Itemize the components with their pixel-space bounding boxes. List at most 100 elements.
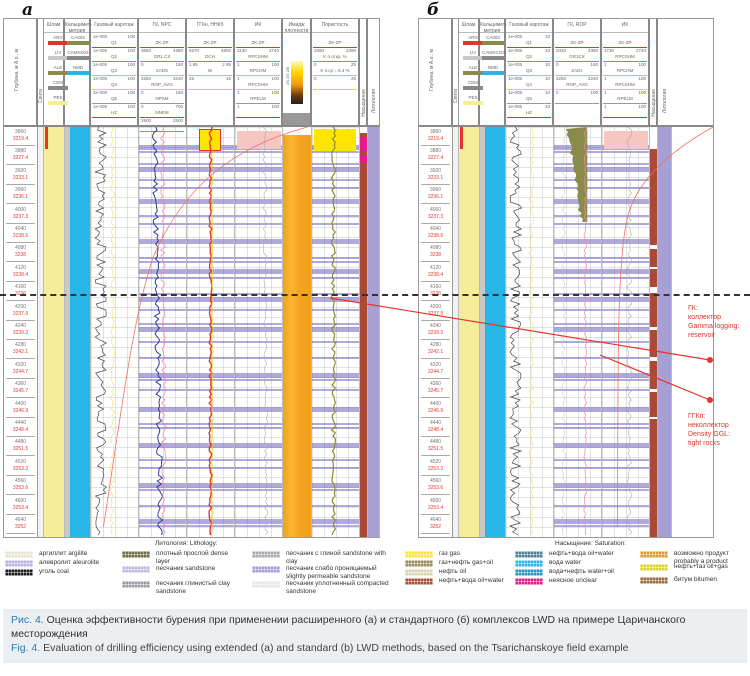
depth-tick: 4000 3237.3	[421, 205, 450, 224]
shlam-legend-swatch	[48, 86, 68, 90]
calc-legend-label: NMD	[487, 65, 499, 70]
scale-row: 1e-005 10 Q5	[507, 89, 551, 104]
ca-fraction	[65, 127, 70, 537]
scale-max: 100	[127, 104, 135, 109]
legend-item: песчаник уплотненный compacted sandstone	[252, 580, 392, 595]
legend-swatch	[5, 569, 33, 576]
reservoir-band	[312, 163, 359, 165]
image-top-gap	[283, 127, 311, 135]
curve-name: RPCSHM	[615, 54, 635, 59]
legend-swatch	[5, 551, 33, 558]
depth-tick: 4280 3242.1	[421, 340, 450, 360]
tvd-label: 3253.3	[427, 465, 444, 472]
scale-min: 1730	[604, 48, 615, 53]
gas-log-title: Газовый каротаж	[506, 21, 552, 33]
legend-label: песчаник с глиной sandstone with clay	[286, 550, 386, 565]
curve-name: Q4	[110, 82, 117, 87]
scale-row: 0 150 ZADs	[555, 61, 599, 76]
porosity-title: Пористость	[312, 21, 358, 33]
scale-row: 1 100 RPELM	[236, 89, 280, 104]
md-label: 4080	[429, 245, 442, 252]
md-label: 4160	[14, 284, 27, 291]
curve-name: K п.откр, %	[323, 54, 347, 59]
tvd-label: 3242.1	[12, 349, 29, 356]
md-label: 4160	[429, 284, 442, 291]
tvd-label: 3246.9	[427, 407, 444, 414]
scale-row: 1e-005 10 HZ	[507, 103, 551, 118]
legend-item: нефть+вода oil+water	[515, 550, 635, 558]
caption-ru: Рис. 4. Оценка эффективности бурения при…	[11, 613, 739, 641]
tvd-label: 3219.4	[427, 136, 444, 142]
scale-max: 100	[638, 90, 646, 95]
tvd-label: 3237.9	[12, 310, 29, 317]
calcimetry-track	[65, 127, 91, 537]
depth-tick: 4400 3246.9	[421, 399, 450, 418]
scale-min: 0	[314, 62, 317, 67]
md-label: 4240	[14, 323, 27, 329]
annotation-line: коллектор	[688, 314, 721, 321]
depth-tick: 4080 3238	[421, 243, 450, 263]
legend-swatch	[640, 551, 668, 558]
scale-row: 1e-005 100 Q3	[92, 61, 136, 76]
calc-legend-swatch	[482, 41, 504, 45]
lithology-header: Литология	[368, 19, 380, 125]
legend-item: нефть+вода oil+water	[405, 577, 515, 585]
legend-item: возможно продукт probably a product	[640, 550, 750, 565]
strat-track	[38, 127, 44, 537]
scale-min: 2650	[314, 48, 325, 53]
tvd-label: 3236.1	[427, 194, 444, 201]
gas-log-header: Газовый каротаж 1e-005 10 Q1 1e-005 10 Q2 1e-0…	[506, 19, 554, 125]
reservoir-band	[312, 257, 359, 259]
md-label: 4320	[429, 361, 442, 368]
md-label: 4280	[14, 342, 27, 349]
curve-name: ZADS	[155, 68, 168, 73]
curve-name: ZK-ZP	[251, 40, 265, 45]
depth-tick: 4560 3253.6	[421, 476, 450, 496]
density-image-track	[283, 127, 312, 537]
md-label: 4480	[429, 439, 442, 446]
ik-track	[235, 127, 283, 537]
md-label: 4120	[429, 264, 442, 271]
lithology-title: Литология	[662, 89, 668, 114]
scale-max: 2740	[635, 48, 646, 53]
shlam-legend-label: ALE	[53, 65, 63, 70]
scale-row: 1 100	[603, 103, 647, 118]
sat-gap	[650, 389, 657, 392]
tvd-label: 3251.5	[427, 446, 444, 453]
scale-max: 25	[350, 76, 356, 81]
reservoir-band	[554, 257, 601, 259]
md-label: 4200	[14, 303, 27, 310]
scale-row: 1 100 RPCHM	[236, 61, 280, 76]
depth-tick: 3960 3236.1	[6, 185, 35, 205]
scale-min: 1	[237, 76, 240, 81]
density-image-header: Имидж плотности ZK ZG ZB	[283, 19, 312, 125]
shlam-track	[44, 127, 65, 537]
caption-ru-text: Оценка эффективности бурения при примене…	[11, 614, 686, 640]
ggk-title: ГГКн, ННКб	[187, 21, 233, 33]
calc-legend-label: CAMG003	[67, 50, 89, 55]
curve-name: Q3	[525, 68, 532, 73]
annotation-line: tight rocks	[688, 440, 720, 447]
scale-min: 45	[189, 76, 195, 81]
shlam-column-header: Шлам ARG LIV ALE CEM PES	[459, 19, 483, 125]
depth-tick: 4240 3239.3	[421, 321, 450, 340]
saturation-title: Насыщение	[651, 89, 657, 117]
ggk-track	[187, 127, 235, 537]
legend-swatch	[515, 560, 543, 567]
md-label: 4600	[429, 497, 442, 504]
ggk-curves	[208, 127, 214, 536]
reservoir-band	[554, 489, 601, 491]
reservoir-band	[554, 423, 601, 425]
md-label: 4640	[14, 517, 27, 523]
depth-column-header: Глубина, м А.о., м	[4, 19, 38, 125]
scale-min: 0	[314, 76, 317, 81]
reservoir-band	[312, 179, 359, 181]
reservoir-band	[554, 239, 601, 244]
depth-tick: 4160 3236	[421, 282, 450, 302]
tvd-label: 3227.4	[12, 155, 29, 162]
calc-legend-swatch	[482, 56, 504, 60]
md-label: 3960	[429, 187, 442, 194]
scale-min: 1e-005	[93, 48, 108, 53]
ik-title: ИК	[602, 21, 648, 33]
scale-max: 2740	[268, 48, 279, 53]
